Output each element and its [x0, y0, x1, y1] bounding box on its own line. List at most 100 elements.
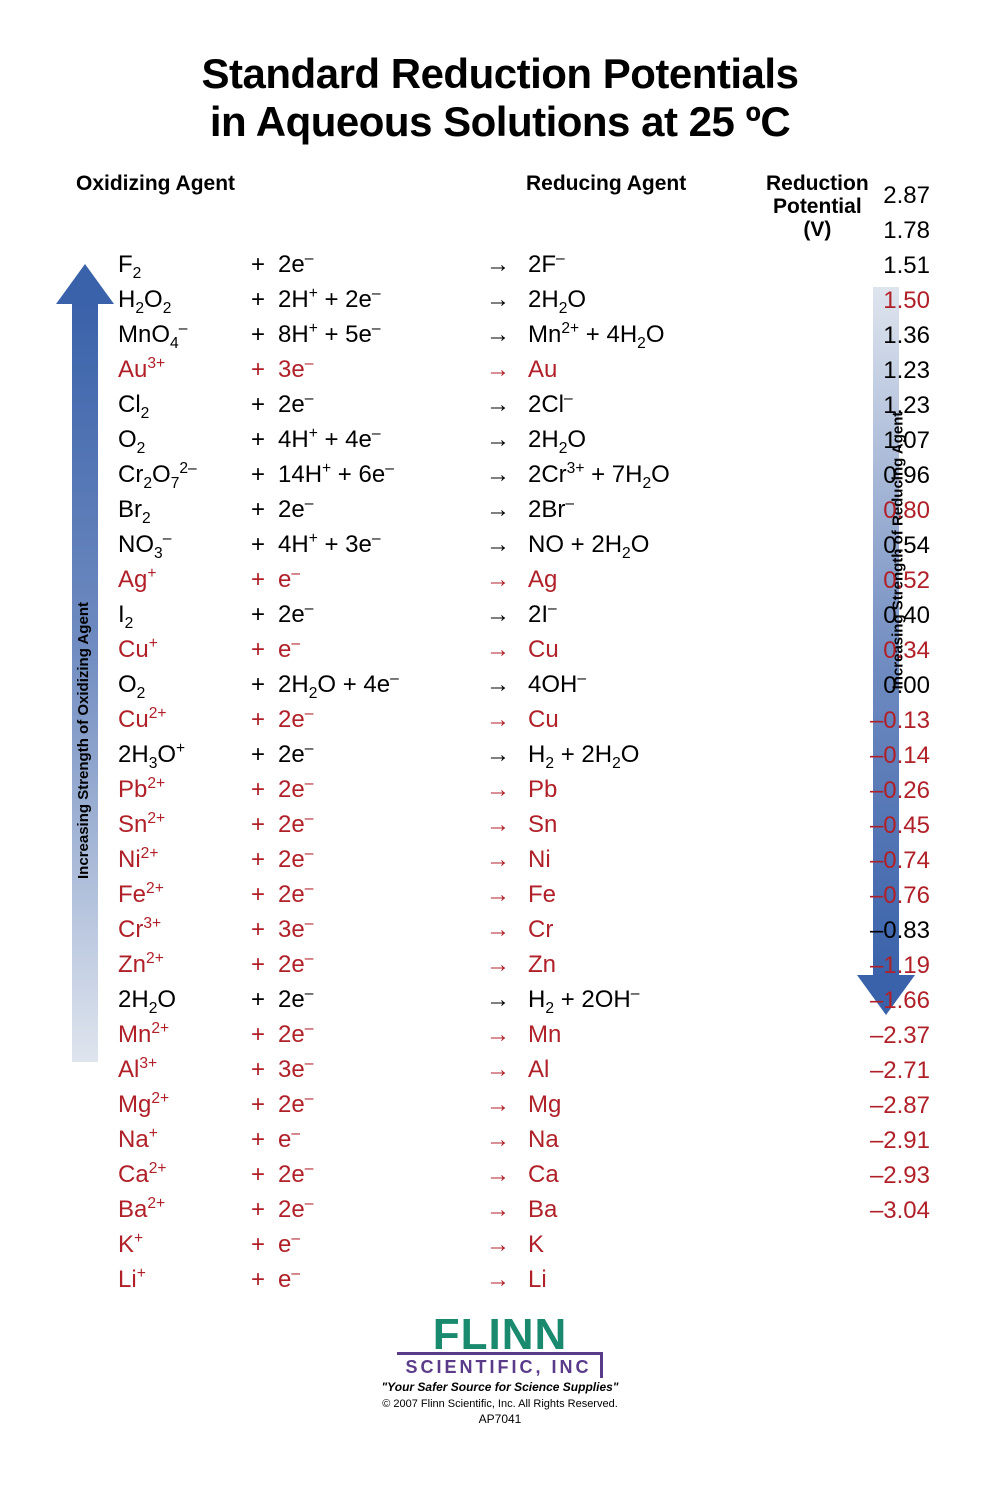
arrow-symbol: →: [468, 632, 528, 667]
product-cell: 2F–: [528, 247, 738, 282]
potential-cell: 0.00: [883, 672, 930, 700]
arrow-symbol: →: [468, 457, 528, 492]
reaction-row: Mn2++2e–→Mn: [118, 1017, 869, 1052]
plus-symbol: +: [238, 527, 278, 562]
plus-symbol: +: [238, 772, 278, 807]
oxidizer-cell: Cu2+: [118, 702, 238, 737]
reaction-row: Au3++3e–→Au: [118, 352, 869, 387]
reaction-row: Fe2++2e–→Fe: [118, 877, 869, 912]
plus-symbol: +: [238, 737, 278, 772]
reaction-row: Ni2++2e–→Ni: [118, 842, 869, 877]
plus-symbol: +: [238, 352, 278, 387]
product-cell: Ba: [528, 1192, 738, 1227]
oxidizer-cell: I2: [118, 597, 238, 632]
product-cell: Cr: [528, 912, 738, 947]
potential-cell: –2.37: [870, 1022, 930, 1050]
reaction-row: O2+4H+ + 4e–→2H2O: [118, 422, 869, 457]
product-cell: Fe: [528, 877, 738, 912]
electrons-cell: 2e–: [278, 807, 468, 842]
plus-symbol: +: [238, 877, 278, 912]
oxidizer-cell: MnO4–: [118, 317, 238, 352]
product-cell: H2 + 2OH–: [528, 982, 738, 1017]
product-cell: Ni: [528, 842, 738, 877]
oxidizer-cell: Ag+: [118, 562, 238, 597]
product-cell: 4OH–: [528, 667, 738, 702]
potential-cell: –3.04: [870, 1197, 930, 1225]
arrow-symbol: →: [468, 667, 528, 702]
potential-cell: –2.71: [870, 1057, 930, 1085]
arrow-symbol: →: [468, 492, 528, 527]
electrons-cell: 2e–: [278, 982, 468, 1017]
electrons-cell: 8H+ + 5e–: [278, 317, 468, 352]
reaction-row: Zn2++2e–→Zn: [118, 947, 869, 982]
reaction-row: Mg2++2e–→Mg: [118, 1087, 869, 1122]
electrons-cell: e–: [278, 562, 468, 597]
electrons-cell: 14H+ + 6e–: [278, 457, 468, 492]
potential-cell: –0.14: [870, 742, 930, 770]
header-potential: ReductionPotential (V): [766, 172, 869, 241]
electrons-cell: 2e–: [278, 772, 468, 807]
plus-symbol: +: [238, 422, 278, 457]
oxidizer-cell: Mg2+: [118, 1087, 238, 1122]
electrons-cell: e–: [278, 632, 468, 667]
product-cell: K: [528, 1227, 738, 1262]
potential-cell: –0.74: [870, 847, 930, 875]
reaction-row: Cr3++3e–→Cr: [118, 912, 869, 947]
rows-container: F2+2e–→2F–H2O2+2H+ + 2e–→2H2OMnO4–+8H+ +…: [118, 247, 869, 1297]
reaction-row: K++e–→K: [118, 1227, 869, 1262]
logo-flinn: FLINN: [433, 1315, 568, 1355]
arrow-symbol: →: [468, 282, 528, 317]
electrons-cell: 2e–: [278, 737, 468, 772]
arrow-symbol: →: [468, 737, 528, 772]
oxidizer-cell: Cr2O72–: [118, 457, 238, 492]
arrow-symbol: →: [468, 807, 528, 842]
header-reducing: Reducing Agent: [526, 172, 766, 241]
oxidizer-cell: O2: [118, 667, 238, 702]
electrons-cell: e–: [278, 1122, 468, 1157]
reaction-row: Li++e–→Li: [118, 1262, 869, 1297]
potential-cell: –2.93: [870, 1162, 930, 1190]
oxidizer-cell: Mn2+: [118, 1017, 238, 1052]
arrow-symbol: →: [468, 1157, 528, 1192]
arrow-symbol: →: [468, 422, 528, 457]
oxidizer-cell: Zn2+: [118, 947, 238, 982]
arrow-symbol: →: [468, 527, 528, 562]
potential-cell: –0.83: [870, 917, 930, 945]
potential-cell: –0.45: [870, 812, 930, 840]
product-cell: Mn2+ + 4H2O: [528, 317, 738, 352]
oxidizer-cell: NO3–: [118, 527, 238, 562]
reaction-row: O2+2H2O + 4e–→4OH–: [118, 667, 869, 702]
reaction-row: Br2+2e–→2Br–: [118, 492, 869, 527]
electrons-cell: 2e–: [278, 842, 468, 877]
potential-cell: 1.78: [883, 217, 930, 245]
potential-cell: 1.36: [883, 322, 930, 350]
potential-cell: 1.07: [883, 427, 930, 455]
page-title: Standard Reduction Potentials in Aqueous…: [60, 50, 940, 147]
oxidizer-cell: Li+: [118, 1262, 238, 1297]
product-cell: 2H2O: [528, 422, 738, 457]
plus-symbol: +: [238, 457, 278, 492]
oxidizer-cell: Ca2+: [118, 1157, 238, 1192]
left-arrow-column: Increasing Strength of Oxidizing Agent: [60, 172, 110, 1232]
arrow-symbol: →: [468, 1262, 528, 1297]
reaction-row: 2H3O++2e–→H2 + 2H2O: [118, 737, 869, 772]
potential-cell: 1.51: [883, 252, 930, 280]
product-cell: Al: [528, 1052, 738, 1087]
plus-symbol: +: [238, 807, 278, 842]
product-cell: 2H2O: [528, 282, 738, 317]
reaction-row: Na++e–→Na: [118, 1122, 869, 1157]
arrow-symbol: →: [468, 1017, 528, 1052]
arrow-symbol: →: [468, 1227, 528, 1262]
oxidizer-cell: Ni2+: [118, 842, 238, 877]
oxidizer-cell: F2: [118, 247, 238, 282]
reaction-row: NO3–+4H+ + 3e–→NO + 2H2O: [118, 527, 869, 562]
plus-symbol: +: [238, 317, 278, 352]
product-cell: Ag: [528, 562, 738, 597]
plus-symbol: +: [238, 387, 278, 422]
potential-cell: –0.26: [870, 777, 930, 805]
electrons-cell: 2H2O + 4e–: [278, 667, 468, 702]
reaction-row: Cu++e–→Cu: [118, 632, 869, 667]
potential-cell: –2.91: [870, 1127, 930, 1155]
oxidizer-cell: Au3+: [118, 352, 238, 387]
arrow-symbol: →: [468, 562, 528, 597]
